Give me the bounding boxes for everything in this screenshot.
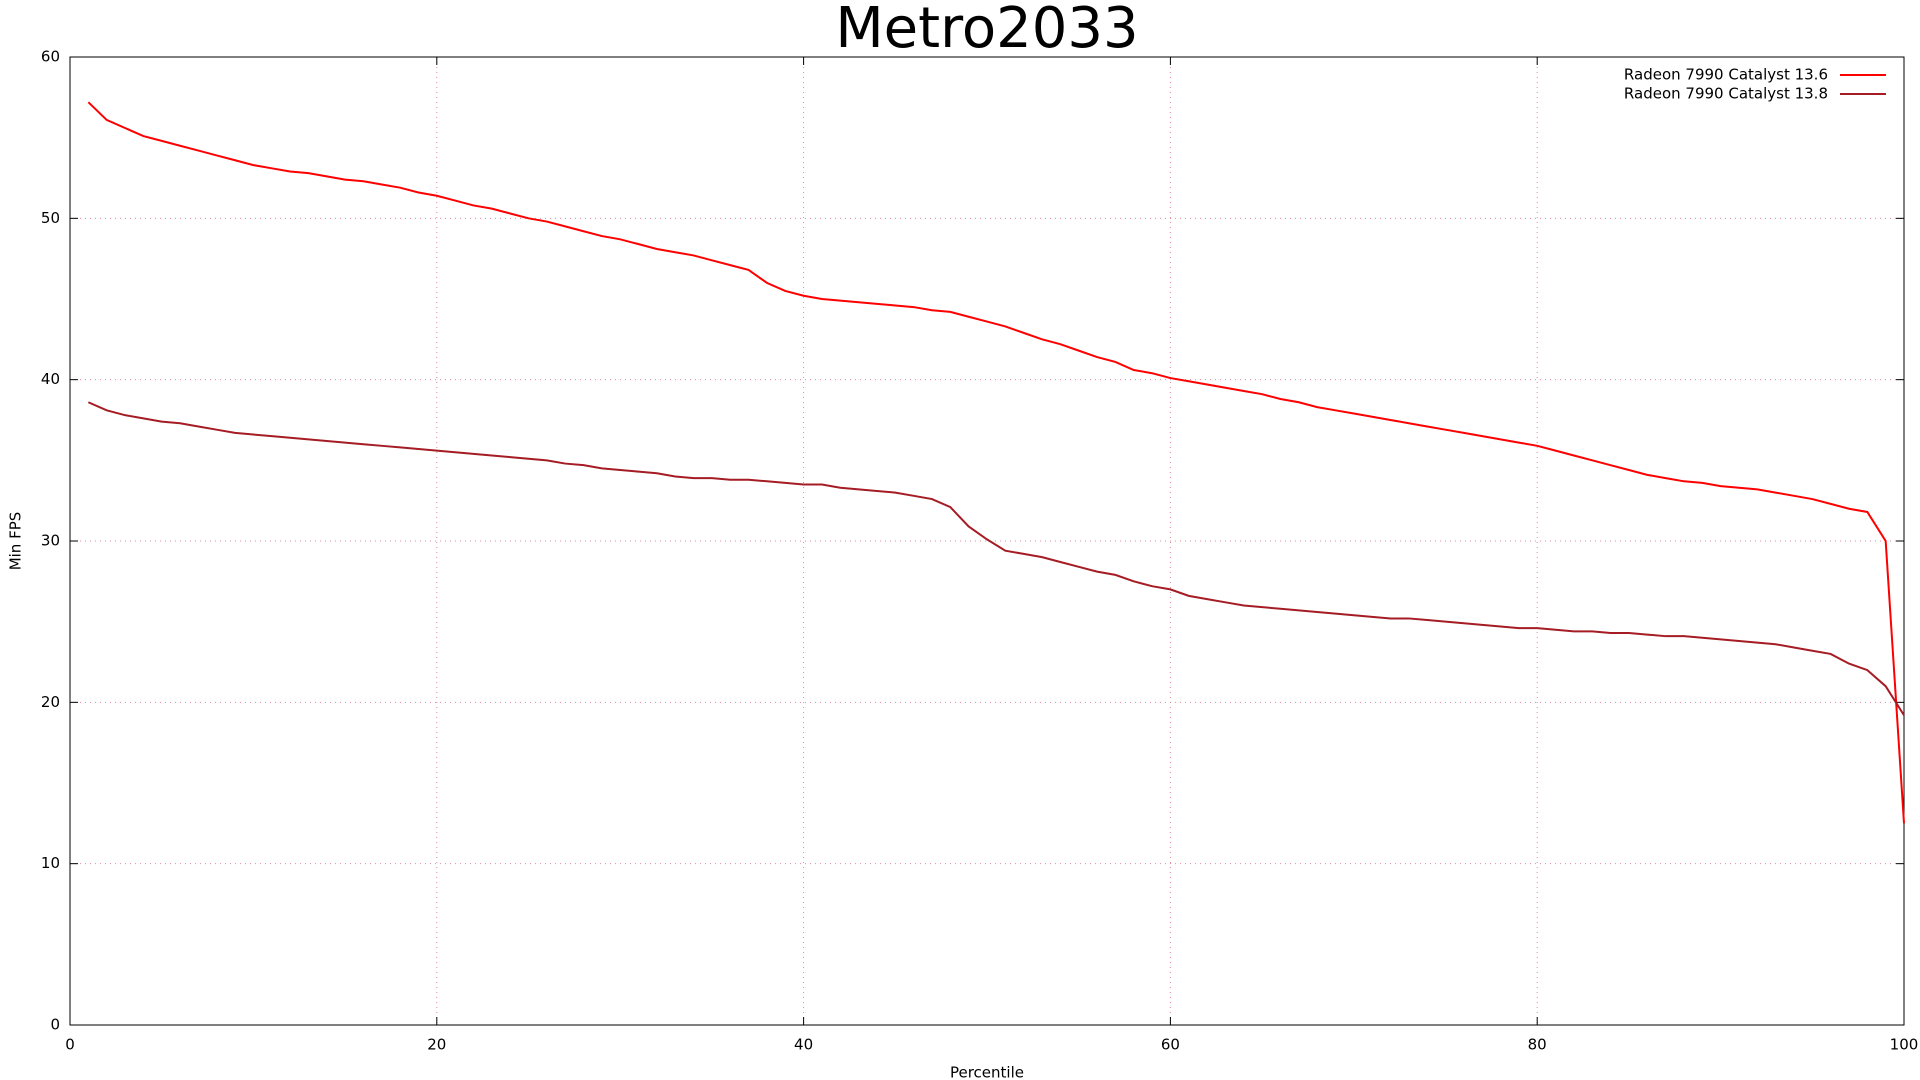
x-axis-label: Percentile (950, 1064, 1024, 1080)
y-axis-label: Min FPS (7, 512, 25, 571)
chart-title: Metro2033 (835, 0, 1138, 61)
y-tick-label: 40 (41, 370, 60, 388)
legend-label: Radeon 7990 Catalyst 13.8 (1624, 85, 1828, 103)
data-line (87, 101, 1905, 824)
y-tick-label: 10 (41, 854, 60, 872)
legend-label: Radeon 7990 Catalyst 13.6 (1624, 66, 1828, 84)
x-tick-label: 100 (1890, 1036, 1919, 1054)
x-tick-label: 60 (1161, 1036, 1180, 1054)
x-tick-label: 20 (427, 1036, 446, 1054)
y-tick-label: 60 (41, 48, 60, 66)
plot-frame (69, 56, 1905, 1026)
y-tick-label: 20 (41, 693, 60, 711)
x-tick-label: 0 (65, 1036, 75, 1054)
y-tick-label: 30 (41, 532, 60, 550)
y-tick-label: 0 (50, 1016, 60, 1034)
y-tick-label: 50 (41, 209, 60, 227)
data-line (87, 401, 1905, 716)
x-tick-label: 80 (1528, 1036, 1547, 1054)
x-tick-label: 40 (794, 1036, 813, 1054)
